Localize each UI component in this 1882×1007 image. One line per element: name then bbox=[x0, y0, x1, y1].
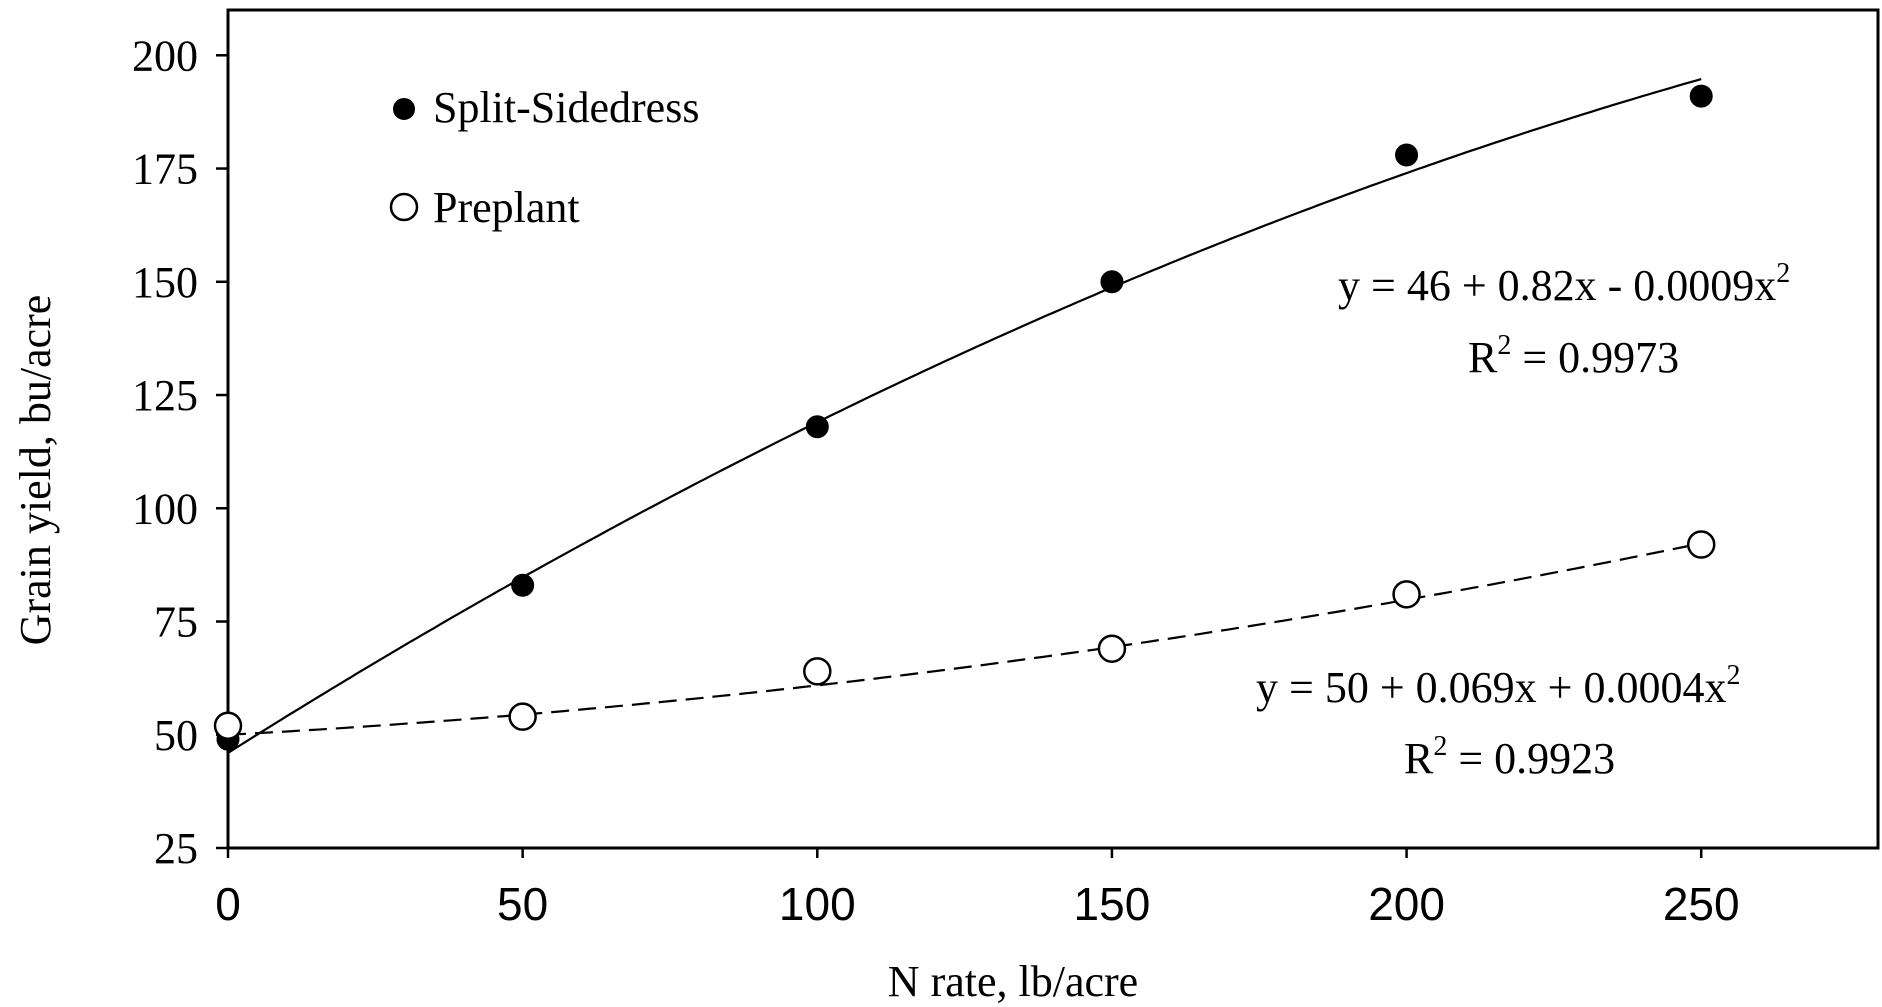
data-point-split-sidedress bbox=[1100, 270, 1124, 294]
x-axis-title: N rate, lb/acre bbox=[888, 957, 1138, 1006]
legend-marker-preplant bbox=[389, 192, 419, 222]
legend-label-split-sidedress: Split-Sidedress bbox=[433, 83, 699, 132]
y-tick-label: 175 bbox=[132, 145, 198, 194]
x-tick-label: 200 bbox=[1368, 878, 1445, 930]
y-axis-title: Grain yield, bu/acre bbox=[11, 295, 60, 646]
x-tick-label: 150 bbox=[1074, 878, 1151, 930]
data-point-split-sidedress bbox=[1689, 84, 1713, 108]
r2-superscript: 2 bbox=[1497, 330, 1511, 361]
x-tick-label: 250 bbox=[1663, 878, 1740, 930]
legend-marker-split-sidedress bbox=[393, 98, 415, 120]
data-point-split-sidedress bbox=[805, 415, 829, 439]
data-point-preplant bbox=[1097, 634, 1127, 663]
equation-preplant: y = 50 + 0.069x + 0.0004x2 bbox=[1256, 660, 1740, 712]
y-tick-label: 100 bbox=[132, 484, 198, 533]
equation-split-sidedress: y = 46 + 0.82x - 0.0009x2 bbox=[1338, 258, 1790, 310]
y-tick-label: 75 bbox=[154, 598, 198, 647]
data-point-preplant bbox=[508, 702, 537, 731]
fit-line-preplant bbox=[227, 542, 1702, 736]
x-tick-label: 100 bbox=[779, 878, 856, 930]
fit-line-split-sidedress bbox=[227, 78, 1702, 754]
r2-preplant: R2 = 0.9923 bbox=[1404, 731, 1615, 783]
legend: Split-Sidedress Preplant bbox=[389, 83, 699, 232]
y-tick-label: 50 bbox=[154, 711, 198, 760]
r2-split-sidedress: R2 = 0.9973 bbox=[1468, 330, 1679, 382]
data-point-split-sidedress bbox=[511, 573, 535, 597]
data-point-preplant bbox=[803, 657, 832, 686]
annotation-preplant: y = 50 + 0.069x + 0.0004x2 R2 = 0.9923 bbox=[1256, 660, 1740, 783]
plot-frame bbox=[226, 8, 1880, 850]
equation-superscript: 2 bbox=[1726, 660, 1740, 691]
data-point-preplant bbox=[213, 711, 243, 740]
x-tick-label: 0 bbox=[215, 878, 241, 930]
legend-label-preplant: Preplant bbox=[433, 183, 580, 232]
annotation-split-sidedress: y = 46 + 0.82x - 0.0009x2 R2 = 0.9973 bbox=[1338, 258, 1790, 382]
y-tick-label: 200 bbox=[132, 31, 198, 80]
data-point-preplant bbox=[1392, 580, 1421, 609]
y-tick-label: 25 bbox=[154, 824, 198, 873]
y-tick-label: 150 bbox=[132, 258, 198, 307]
equation-superscript: 2 bbox=[1776, 258, 1790, 289]
x-tick-label: 50 bbox=[497, 878, 548, 930]
data-point-split-sidedress bbox=[1395, 143, 1419, 167]
r2-superscript: 2 bbox=[1433, 731, 1447, 762]
data-point-preplant bbox=[1686, 530, 1716, 559]
y-tick-label: 125 bbox=[132, 371, 198, 420]
